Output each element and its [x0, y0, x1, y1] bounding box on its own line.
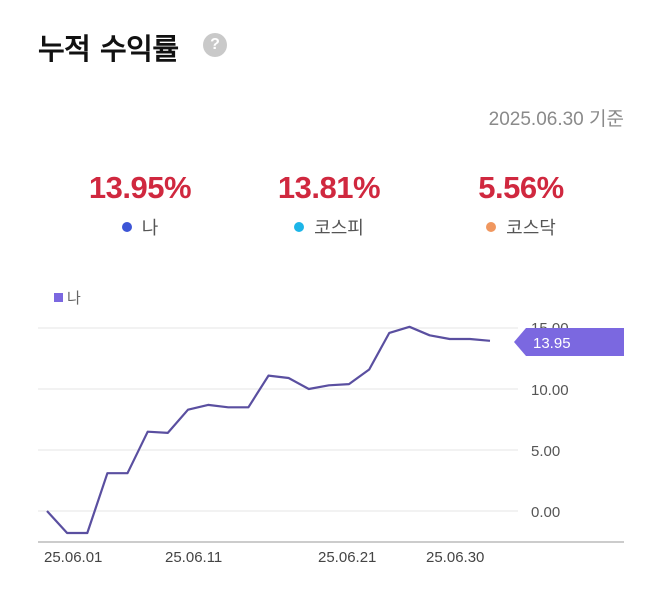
- chart-legend-item[interactable]: 나: [54, 287, 81, 308]
- page-title: 누적 수익률: [38, 32, 179, 66]
- help-question-icon[interactable]: ?: [203, 33, 227, 57]
- stat-kosdaq-label: 코스닥: [506, 218, 556, 239]
- svg-text:5.00: 5.00: [531, 443, 560, 460]
- dot-icon: [294, 222, 305, 232]
- gridlines: [38, 327, 518, 512]
- legend-label: 나: [67, 289, 81, 307]
- svg-text:25.06.30: 25.06.30: [426, 549, 484, 566]
- x-axis-labels: 25.06.01 25.06.11 25.06.21 25.06.30: [44, 549, 484, 566]
- svg-text:25.06.21: 25.06.21: [318, 549, 376, 566]
- svg-text:25.06.01: 25.06.01: [44, 549, 102, 566]
- legend-square-icon: [54, 293, 63, 302]
- stat-kospi-value: 13.81%: [277, 170, 381, 205]
- stat-kosdaq: 5.56% 코스닥: [421, 170, 621, 240]
- dot-icon: [486, 222, 497, 232]
- svg-text:0.00: 0.00: [531, 504, 560, 521]
- stat-me: 13.95% 나: [40, 170, 240, 240]
- svg-text:13.95: 13.95: [533, 335, 571, 352]
- stat-me-label: 나: [141, 218, 159, 239]
- svg-text:10.00: 10.00: [531, 382, 569, 399]
- stat-kospi-label: 코스피: [314, 218, 364, 239]
- stat-kospi: 13.81% 코스피: [229, 170, 429, 240]
- line-chart: 15.00 10.00 5.00 0.00 13.95 25.06.01 25.…: [38, 320, 624, 566]
- series-line-me[interactable]: [46, 325, 491, 535]
- svg-text:25.06.11: 25.06.11: [165, 549, 222, 566]
- dot-icon: [121, 222, 132, 232]
- stat-kosdaq-value: 5.56%: [478, 170, 564, 205]
- stat-me-value: 13.95%: [88, 170, 192, 205]
- as-of-date: 2025.06.30 기준: [488, 109, 624, 130]
- current-value-badge: 13.95: [514, 328, 624, 356]
